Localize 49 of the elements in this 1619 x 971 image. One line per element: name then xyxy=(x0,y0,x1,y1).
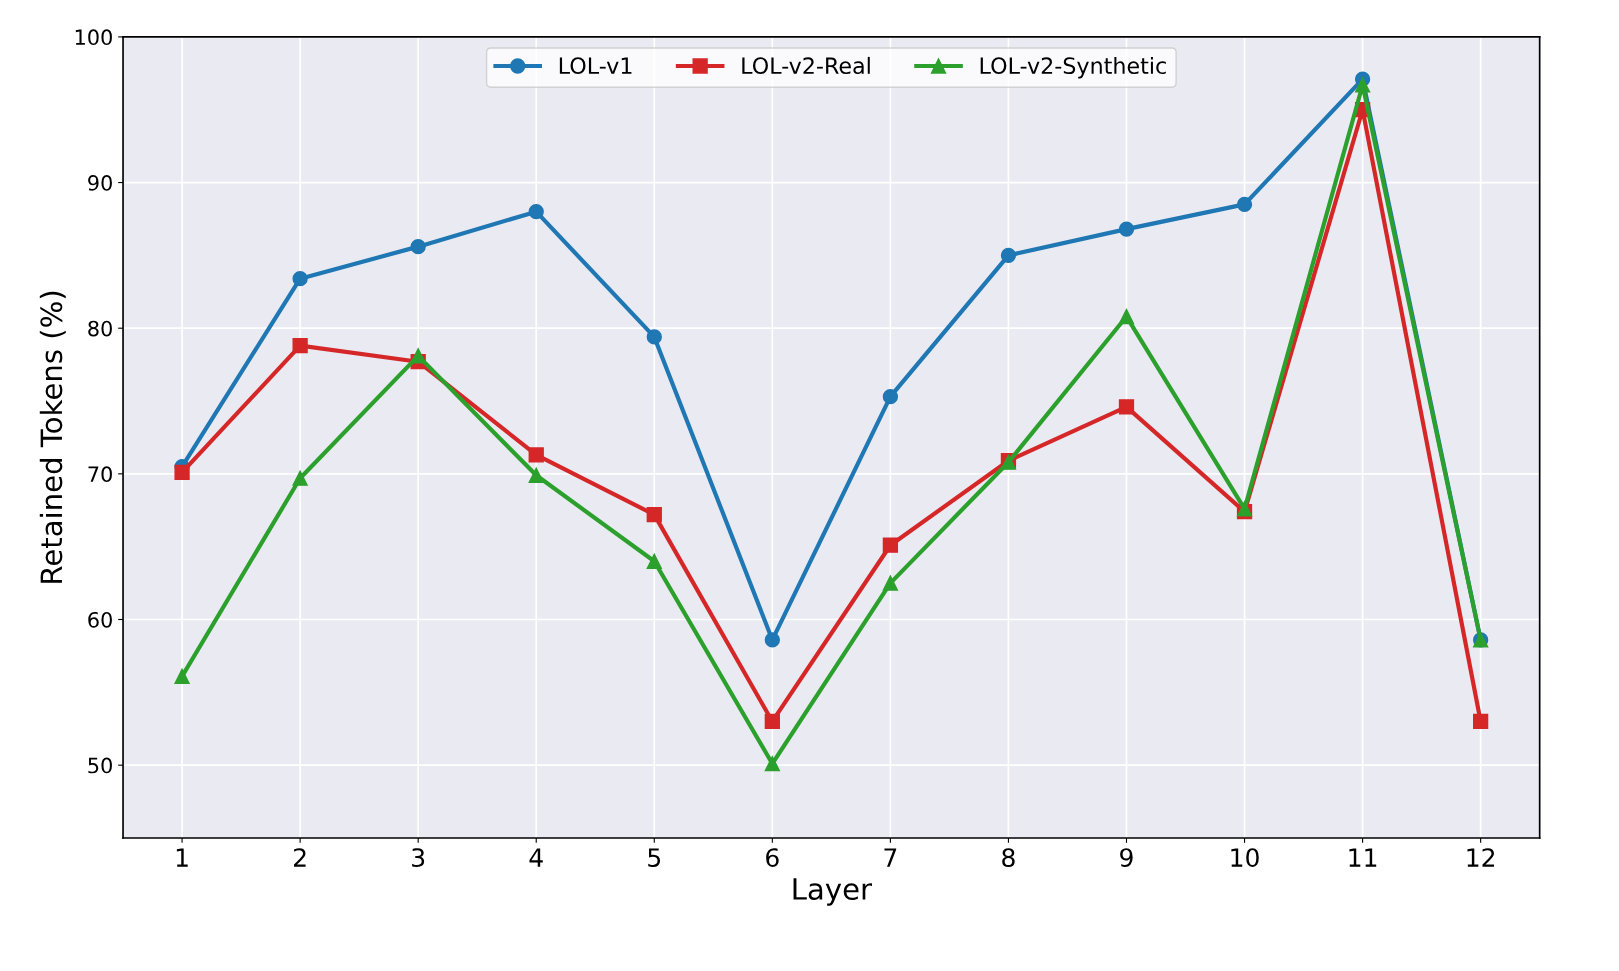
legend-label: LOL-v2-Real xyxy=(742,56,870,75)
point xyxy=(1236,196,1253,213)
x-tick-label: 8 xyxy=(1002,848,1015,868)
point xyxy=(1118,221,1135,237)
point xyxy=(410,348,426,364)
point xyxy=(528,204,544,220)
point xyxy=(646,329,662,345)
point xyxy=(1118,399,1135,415)
x-tick-label: 7 xyxy=(884,848,897,867)
point xyxy=(1472,713,1489,730)
legend-label: LOL-v2-Synthetic xyxy=(980,56,1166,79)
point xyxy=(528,447,544,463)
y-tick-label: 90 xyxy=(88,175,112,191)
point xyxy=(882,537,899,553)
point xyxy=(292,338,308,354)
y-tick-label: 80 xyxy=(88,320,112,337)
legend-label: LOL-v1 xyxy=(559,57,632,75)
x-tick-label: 10 xyxy=(1231,848,1259,868)
x-tick-label: 11 xyxy=(1349,848,1377,867)
point xyxy=(764,632,780,648)
y-tick-label: 60 xyxy=(88,611,112,628)
point xyxy=(292,470,308,486)
point xyxy=(1000,247,1017,264)
y-tick-label: 100 xyxy=(75,29,112,46)
point xyxy=(764,756,780,772)
point xyxy=(292,271,308,287)
y-tick-label: 50 xyxy=(88,757,112,774)
y-tick-label: 70 xyxy=(88,466,112,483)
x-tick-label: 6 xyxy=(766,848,779,868)
y-axis-title: Retained Tokens (%) xyxy=(39,291,66,583)
point xyxy=(410,238,426,255)
point xyxy=(174,464,190,481)
point xyxy=(646,553,662,569)
x-tick-label: 4 xyxy=(529,848,543,867)
point xyxy=(882,389,899,405)
point xyxy=(764,713,780,730)
x-tick-label: 5 xyxy=(648,848,661,868)
point xyxy=(174,668,190,684)
x-tick-label: 12 xyxy=(1467,848,1495,867)
point xyxy=(1354,77,1371,93)
x-tick-label: 9 xyxy=(1120,848,1133,868)
x-tick-label: 3 xyxy=(412,848,425,868)
point xyxy=(528,467,544,483)
point xyxy=(646,506,662,523)
x-axis-title: Layer xyxy=(793,878,873,906)
point xyxy=(1118,308,1135,325)
x-tick-label: 1 xyxy=(176,848,188,867)
x-tick-label: 2 xyxy=(294,848,306,867)
point xyxy=(882,575,899,591)
